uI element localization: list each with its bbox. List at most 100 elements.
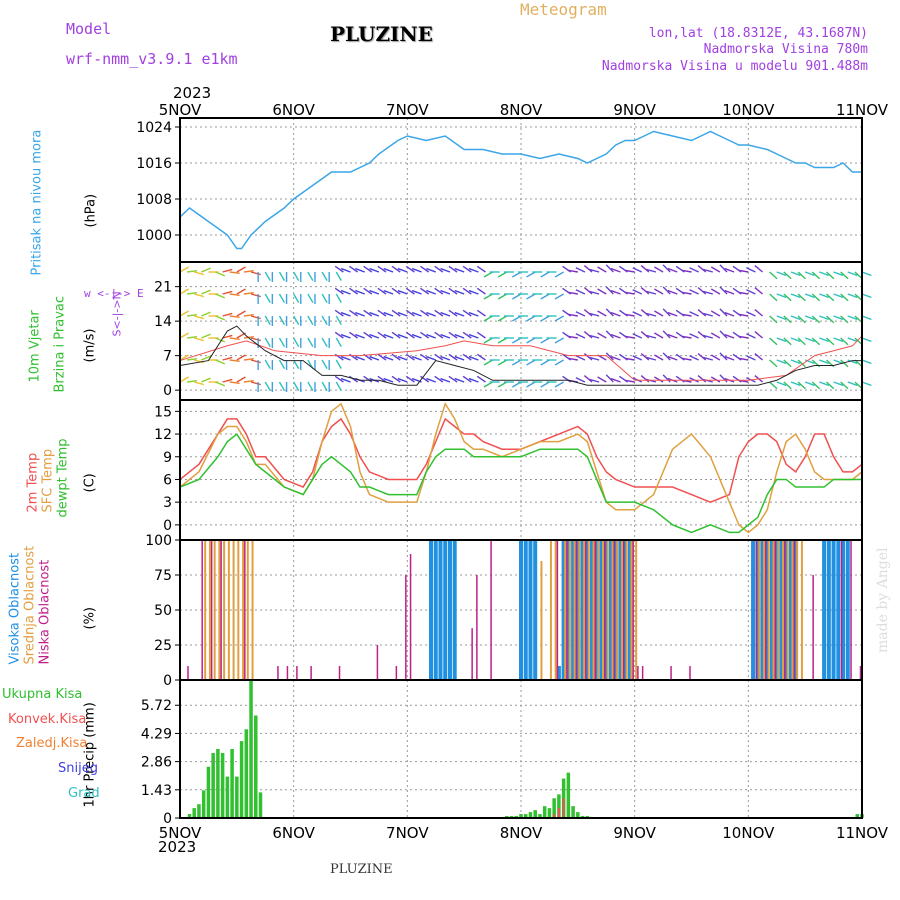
wind-arrow: [567, 291, 578, 295]
x-tick-label-bottom: 9NOV: [613, 824, 656, 842]
high-cloud-bar: [793, 540, 798, 680]
wind-arrow: [369, 355, 380, 361]
wind-arrow: [264, 381, 271, 392]
wind-arrow: [363, 309, 373, 317]
wind-arrow: [454, 311, 465, 317]
low-cloud-bar: [793, 540, 795, 680]
precip-snow-label: Snijeg: [58, 761, 98, 776]
wind-arrow: [640, 375, 650, 383]
wind-arrow: [264, 293, 271, 304]
low-cloud-bar: [641, 666, 644, 680]
wind-arrow: [468, 355, 479, 361]
wind-arrow: [646, 334, 657, 339]
wind-arrow: [476, 331, 486, 339]
wind-arrow: [776, 293, 787, 299]
wind-arrow: [724, 289, 735, 295]
high-cloud-bar: [822, 540, 827, 680]
wind-arrow: [420, 309, 430, 317]
wind-arrow: [610, 267, 621, 273]
dewpt-line: [179, 432, 862, 534]
wind-arrow: [632, 333, 643, 339]
wind-arrow: [476, 309, 486, 317]
wind-arrow: [334, 309, 344, 317]
total-precip-bar: [249, 680, 253, 818]
wind-arrow: [790, 315, 801, 321]
y-tick-label: 6: [163, 472, 172, 488]
wind-arrow: [335, 337, 342, 348]
wind-arrow: [236, 266, 246, 273]
mid-cloud-bar: [587, 540, 590, 680]
wind-arrow: [349, 375, 359, 383]
wind-arrow: [349, 309, 359, 317]
high-cloud-bar: [566, 540, 571, 680]
low-cloud-bar: [201, 540, 203, 680]
wind-arrow: [738, 291, 749, 295]
total-precip-bar: [201, 790, 206, 818]
wind-arrow: [355, 333, 365, 339]
wind-arrow: [833, 359, 844, 365]
wind-arrow: [222, 268, 233, 273]
wind-arrow: [293, 381, 300, 392]
wind-arrow: [654, 310, 664, 317]
wind-arrow: [426, 311, 436, 317]
wind-arrow: [526, 271, 536, 278]
wind-arrow: [426, 267, 436, 273]
high-cloud-bar: [580, 540, 585, 680]
wind-arrow: [377, 331, 387, 339]
mid-cloud-bar: [786, 540, 789, 680]
wind-arrow: [434, 287, 444, 295]
wind-arrow: [215, 315, 226, 321]
wind-arrow: [719, 330, 728, 339]
wind-arrow: [783, 293, 792, 302]
wind-arrow: [819, 359, 830, 365]
wind-arrow: [640, 309, 650, 317]
wind-arrow: [646, 356, 657, 361]
mid-cloud-bar: [635, 540, 638, 680]
wind-arrow: [632, 289, 643, 295]
mid-cloud-bar: [540, 561, 543, 680]
wind-arrow: [746, 333, 756, 339]
wind-arrow: [819, 381, 830, 387]
wind-arrow: [776, 315, 787, 321]
wind-arrow: [605, 286, 614, 295]
low-cloud-bar: [637, 666, 639, 680]
wind-arrow: [397, 289, 408, 295]
wind-arrow: [250, 271, 261, 276]
wind-arrow: [540, 271, 550, 278]
wind-arrow: [702, 356, 713, 361]
wind-arrow: [229, 381, 240, 384]
wind-arrow: [411, 333, 422, 339]
total-precip-bar: [244, 729, 249, 818]
wind-arrow: [681, 269, 692, 273]
y-tick-label: 0: [163, 811, 172, 827]
low-cloud-bar: [310, 666, 312, 680]
high-cloud-bar: [438, 540, 443, 680]
wind-arrow: [391, 309, 401, 317]
wind-arrow: [243, 380, 254, 383]
page-title: PLUZINE: [330, 22, 433, 46]
wind-arrow: [229, 359, 240, 362]
wind-arrow: [861, 271, 872, 277]
y-tick-label: 2.86: [141, 755, 172, 771]
wind-arrow: [355, 267, 365, 273]
mid-cloud-bar: [583, 540, 586, 680]
wind-arrow: [589, 378, 600, 383]
wind-arrow: [293, 293, 300, 304]
wind-arrow: [589, 312, 600, 317]
wind-arrow: [229, 293, 240, 296]
wind-arrow: [448, 331, 458, 339]
wind-arrow: [769, 337, 778, 346]
mid-cloud-bar: [208, 540, 211, 680]
wind-arrow: [575, 355, 586, 361]
wind-arrow: [783, 271, 792, 280]
low-cloud-bar: [395, 666, 398, 680]
wind-arrow: [624, 269, 635, 273]
wind-arrow: [236, 376, 246, 383]
wind-arrow: [710, 310, 721, 317]
total-precip-bar: [528, 812, 533, 818]
mid-cloud-bar: [223, 540, 226, 680]
wind-arrow: [411, 289, 422, 295]
wind-arrow: [719, 286, 728, 295]
wind-arrow: [769, 315, 778, 324]
high-cloud-bar: [599, 540, 604, 680]
